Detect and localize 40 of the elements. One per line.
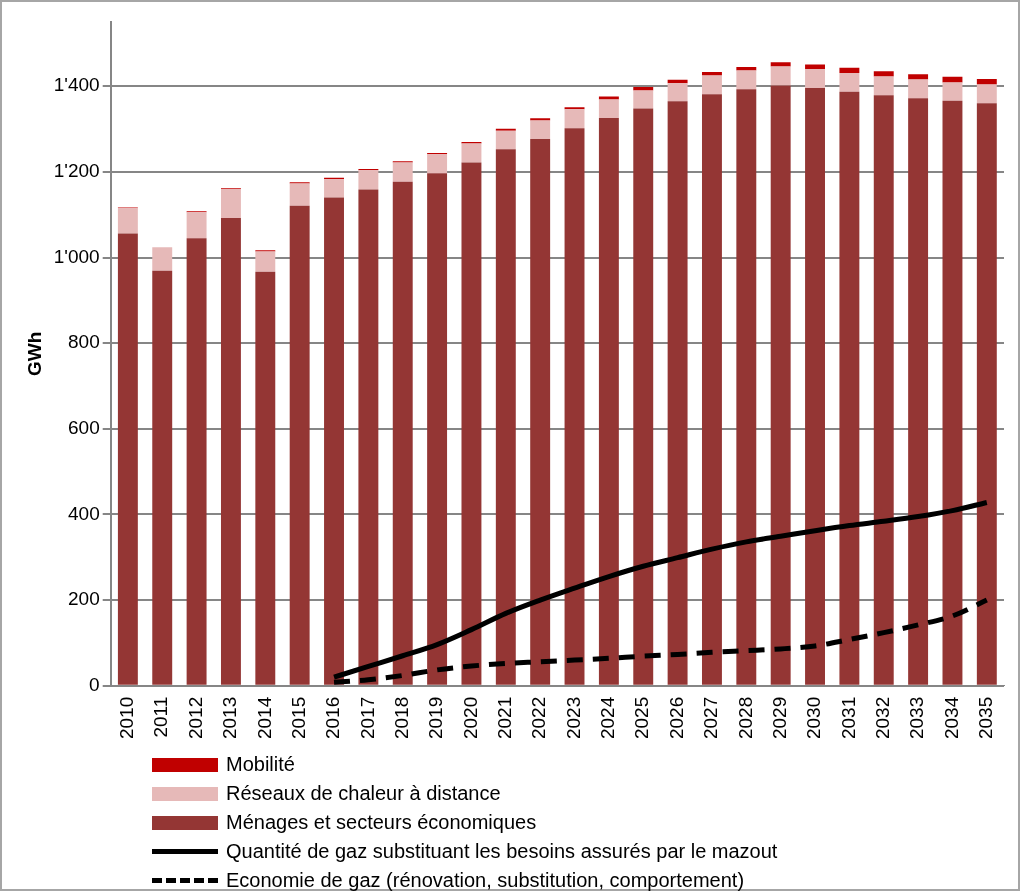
x-tick-label: 2032: [871, 696, 893, 740]
y-tick-label: 0: [89, 673, 100, 695]
x-tick-label: 2023: [562, 696, 584, 740]
y-tick-label: 800: [67, 331, 100, 353]
y-tick-label: 200: [67, 588, 100, 610]
x-tick-label: 2031: [837, 696, 859, 740]
x-tick-label: 2024: [597, 696, 619, 740]
x-tick-label: 2033: [906, 696, 928, 740]
x-tick-label: 2030: [803, 696, 825, 740]
x-tick-label: 2015: [287, 696, 309, 740]
x-tick-label: 2026: [665, 696, 687, 740]
x-tick-label: 2029: [768, 696, 790, 740]
x-tick-label: 2013: [219, 696, 241, 740]
x-tick-label: 2012: [184, 696, 206, 740]
x-tick-label: 2016: [322, 696, 344, 740]
x-tick-label: 2027: [700, 696, 722, 740]
x-tick-label: 2022: [528, 696, 550, 740]
legend-label: Economie de gaz (rénovation, substitution, comportement): [226, 869, 745, 892]
legend-label: Réseaux de chaleur à distance: [226, 782, 501, 805]
x-tick-label: 2018: [390, 696, 412, 740]
legend-label: Mobilité: [226, 753, 295, 776]
y-tick-label: 600: [67, 417, 100, 439]
legend-label: Quantité de gaz substituant les besoins assurés par le mazout: [226, 840, 778, 863]
y-tick-label: 1'400: [53, 74, 100, 96]
x-tick-label: 2034: [940, 696, 962, 740]
legend-label: Ménages et secteurs économiques: [226, 811, 537, 834]
x-tick-label: 2011: [150, 696, 172, 738]
x-tick-label: 2020: [459, 696, 481, 740]
y-tick-label: 400: [67, 502, 100, 524]
x-tick-label: 2025: [631, 696, 653, 740]
x-tick-label: 2035: [975, 696, 997, 740]
y-tick-label: 1'200: [53, 160, 100, 182]
y-axis-title: GWh: [23, 331, 45, 377]
y-tick-label: 1'000: [53, 245, 100, 267]
x-tick-label: 2010: [116, 696, 138, 740]
x-tick-label: 2019: [425, 696, 447, 740]
x-tick-label: 2014: [253, 696, 275, 740]
x-tick-label: 2017: [356, 696, 378, 740]
x-tick-label: 2021: [494, 696, 516, 740]
x-tick-label: 2028: [734, 696, 756, 740]
